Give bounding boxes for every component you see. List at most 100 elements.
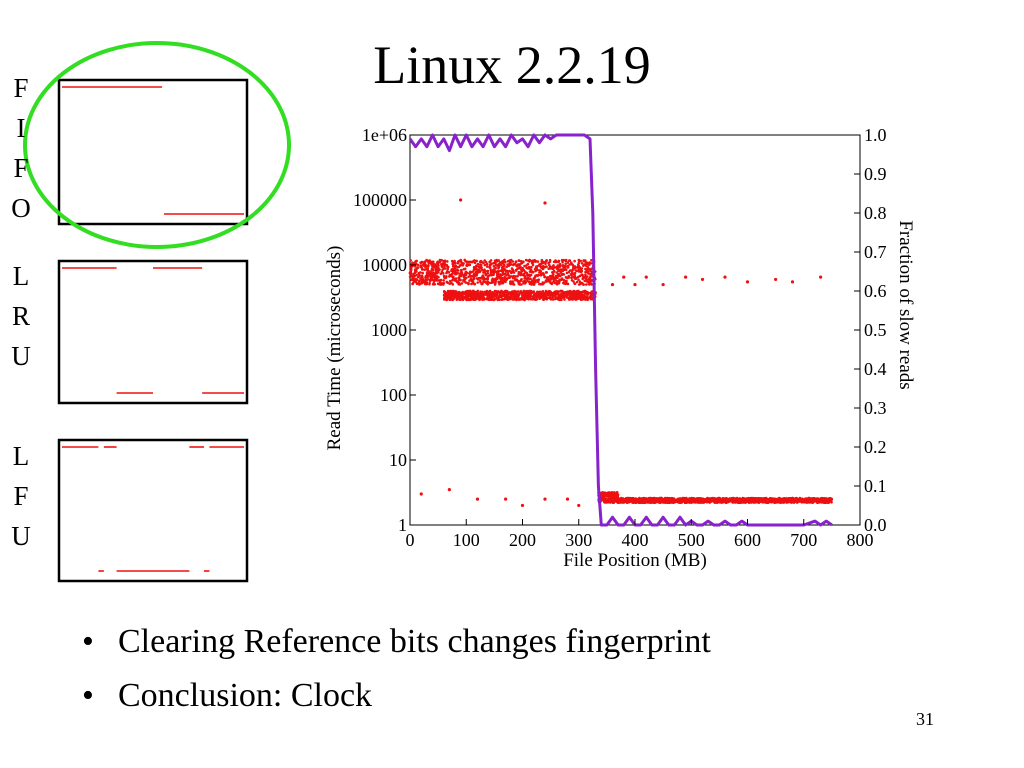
read-point <box>645 497 648 500</box>
read-point <box>526 294 530 297</box>
read-point <box>583 279 586 283</box>
read-point <box>520 283 523 286</box>
read-point <box>552 273 555 276</box>
read-point <box>655 499 658 502</box>
read-point <box>558 274 562 278</box>
read-point <box>638 499 641 502</box>
read-point <box>459 198 463 202</box>
read-point <box>622 498 626 501</box>
read-point <box>573 259 576 263</box>
read-point <box>450 272 454 276</box>
read-point <box>548 290 552 293</box>
read-point <box>444 276 447 280</box>
read-point <box>456 272 460 275</box>
y2-tick-label: 0.5 <box>864 320 887 340</box>
read-point <box>492 265 496 268</box>
read-point <box>510 275 513 278</box>
read-point <box>649 501 653 504</box>
read-point <box>520 503 525 508</box>
x-tick-label: 700 <box>790 530 817 550</box>
read-point <box>464 276 468 280</box>
read-point <box>473 259 476 262</box>
read-point <box>435 266 439 269</box>
y2-tick-label: 0.9 <box>864 164 887 184</box>
read-point <box>478 268 481 272</box>
read-point <box>479 265 482 269</box>
read-point <box>502 292 505 295</box>
read-point <box>585 283 588 286</box>
y-axis-label: Read Time (microseconds) <box>324 246 345 451</box>
read-point <box>461 297 464 300</box>
read-point <box>438 260 442 263</box>
read-point <box>558 262 562 266</box>
read-point <box>542 281 545 285</box>
read-point <box>445 280 449 284</box>
read-point <box>610 282 615 287</box>
read-point <box>496 298 499 302</box>
policy-box <box>57 259 249 405</box>
y2-tick-label: 0.4 <box>864 359 887 379</box>
read-point <box>732 500 735 504</box>
read-point <box>695 501 698 504</box>
read-point <box>738 499 742 502</box>
read-point <box>681 498 685 502</box>
read-point <box>584 270 587 274</box>
read-point <box>561 269 565 273</box>
read-point <box>622 275 626 279</box>
read-point <box>408 275 412 279</box>
read-point <box>473 296 476 299</box>
read-point <box>577 258 581 262</box>
y2-tick-label: 1.0 <box>864 125 887 145</box>
read-point <box>574 298 578 301</box>
read-point <box>480 295 484 299</box>
read-point <box>476 289 480 293</box>
read-point <box>715 497 718 501</box>
read-point <box>761 500 764 504</box>
read-point <box>462 273 465 277</box>
read-point <box>586 266 590 270</box>
read-point <box>542 297 545 300</box>
policy-diagram-lfu <box>57 438 249 583</box>
y-tick-label: 10000 <box>362 255 407 275</box>
read-point <box>570 269 574 273</box>
read-point <box>585 280 589 283</box>
read-point <box>614 495 618 498</box>
read-point <box>577 275 580 279</box>
read-point <box>752 496 755 500</box>
read-point <box>584 267 587 271</box>
read-point <box>580 291 583 294</box>
read-point <box>688 501 691 504</box>
read-point <box>589 297 592 300</box>
read-point <box>552 278 556 281</box>
read-point <box>484 273 488 277</box>
read-point <box>425 279 428 282</box>
read-point <box>511 260 515 263</box>
read-point <box>528 277 531 281</box>
x-tick-label: 300 <box>565 530 592 550</box>
read-point <box>414 260 417 264</box>
read-point <box>437 276 440 279</box>
read-point <box>543 497 547 501</box>
read-point <box>473 261 477 265</box>
read-point <box>692 498 696 502</box>
read-point <box>554 259 557 262</box>
read-point <box>495 291 498 295</box>
read-point <box>533 267 537 271</box>
read-point <box>540 259 544 263</box>
read-point <box>564 268 568 272</box>
read-point <box>672 497 676 501</box>
read-point <box>770 497 774 501</box>
read-point <box>435 278 439 281</box>
read-point <box>773 501 776 505</box>
read-point <box>488 281 492 285</box>
policy-diagram-lru <box>57 259 249 405</box>
read-point <box>530 265 533 269</box>
read-point <box>568 263 571 266</box>
read-point <box>531 297 534 301</box>
read-point <box>497 295 501 298</box>
read-point <box>490 281 494 284</box>
read-point <box>457 296 461 299</box>
read-point <box>562 279 566 282</box>
policy-diagram-fifo <box>57 78 249 226</box>
x-tick-label: 600 <box>734 530 761 550</box>
